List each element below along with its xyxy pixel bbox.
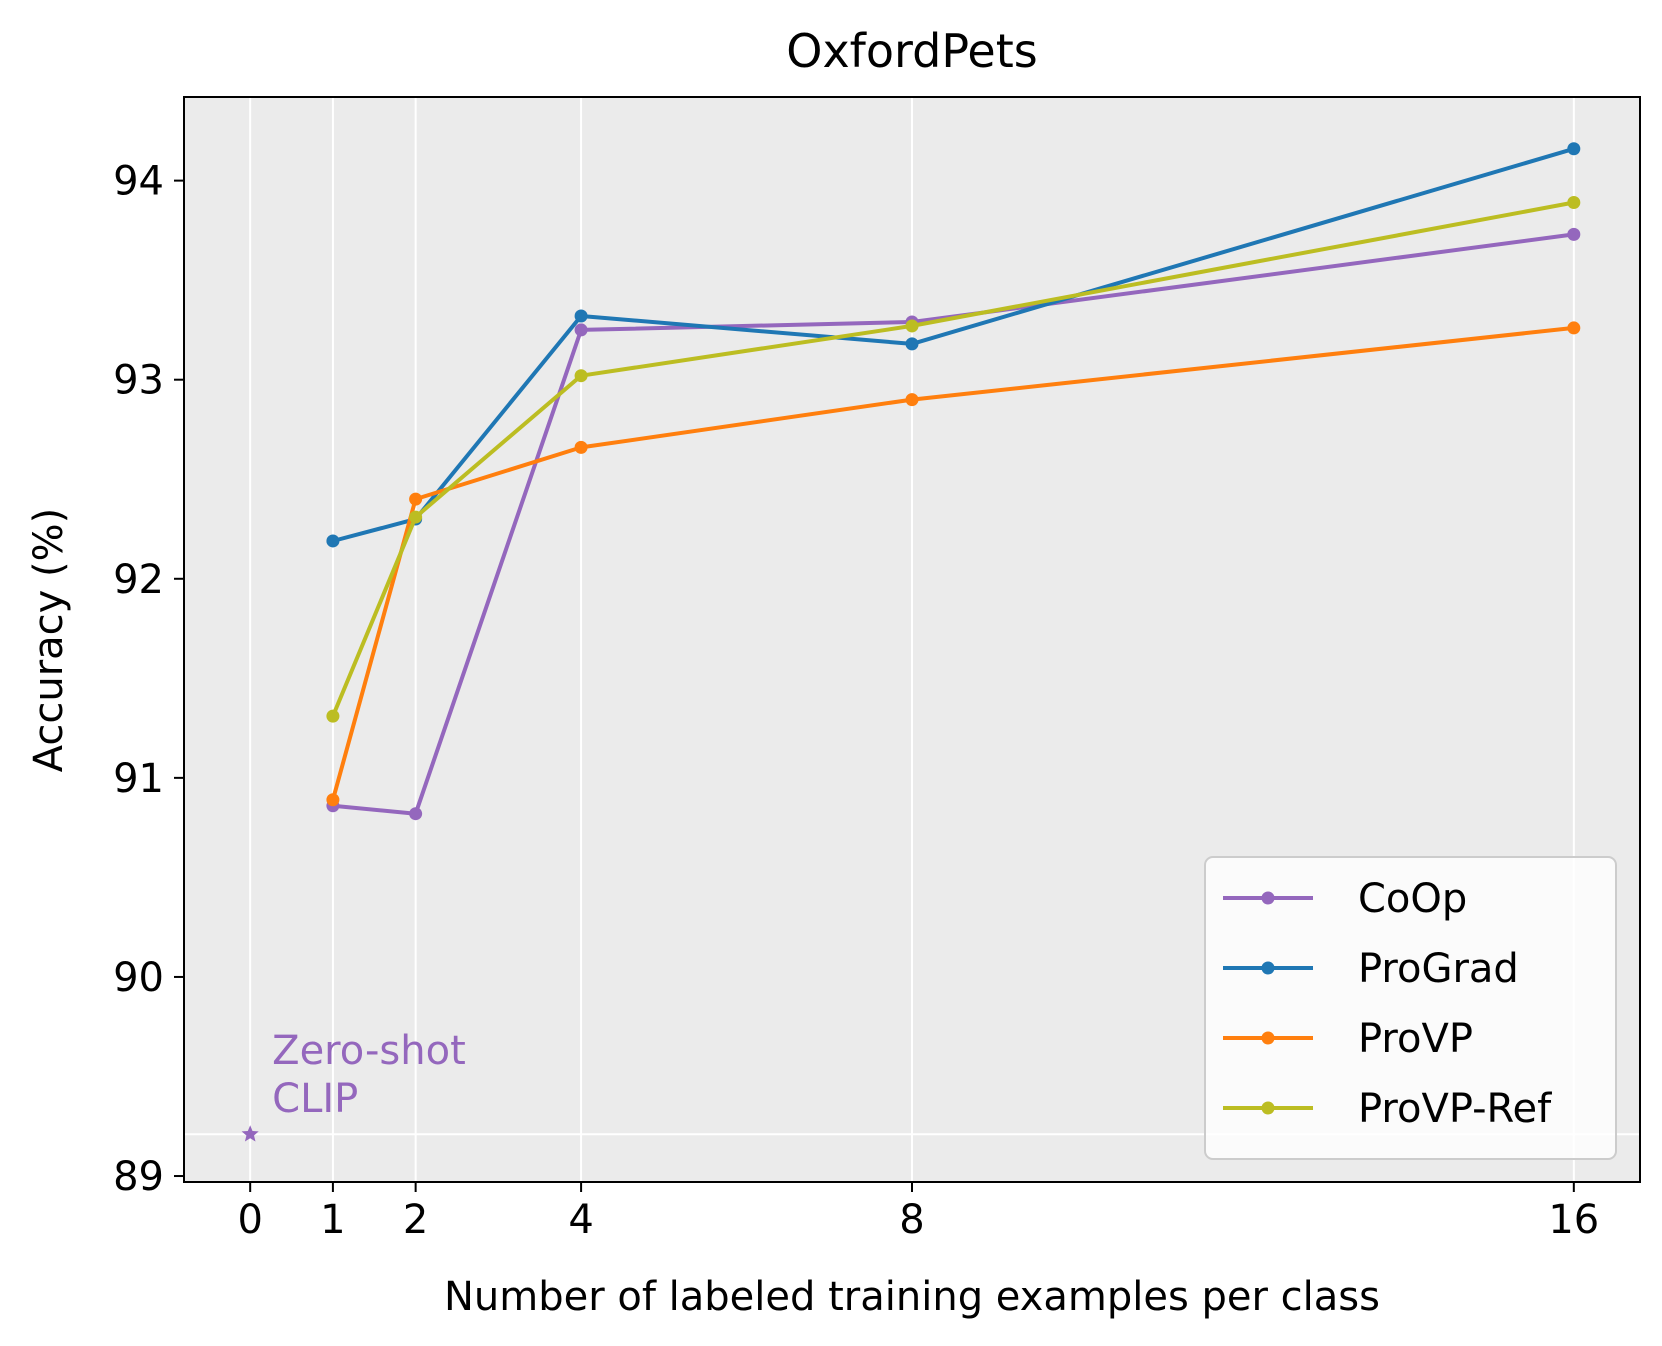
chart-title: OxfordPets [786, 24, 1037, 78]
data-point-prograd [326, 534, 340, 548]
x-tick-label: 4 [568, 1197, 593, 1243]
legend-entry-prograd: ProGrad [1223, 946, 1519, 992]
data-point-provp [574, 440, 588, 454]
legend: CoOp ProGrad ProVP ProVP-Ref [1204, 856, 1617, 1160]
legend-marker-prograd [1261, 961, 1275, 975]
data-point-coop [409, 807, 423, 821]
legend-label-provp-ref: ProVP-Ref [1358, 1086, 1552, 1132]
data-point-provp [409, 492, 423, 506]
data-point-provp [1567, 321, 1581, 335]
zero-shot-label-line1: Zero-shot [272, 1028, 466, 1074]
legend-label-coop: CoOp [1358, 876, 1467, 922]
data-point-coop [1567, 227, 1581, 241]
series-provp [326, 321, 1581, 807]
data-point-coop [574, 323, 588, 337]
data-point-provp-ref [409, 510, 423, 524]
data-point-provp [905, 393, 919, 407]
series-provp-ref [326, 196, 1581, 723]
x-tick-label: 0 [237, 1197, 262, 1243]
data-point-prograd [1567, 142, 1581, 156]
legend-entry-coop: CoOp [1223, 876, 1467, 922]
x-tick-label: 8 [899, 1197, 924, 1243]
legend-box [1204, 856, 1617, 1160]
x-tick-label: 2 [403, 1197, 428, 1243]
x-tick-label: 1 [320, 1197, 345, 1243]
y-tick-label: 93 [113, 358, 164, 404]
data-point-provp-ref [574, 369, 588, 383]
legend-label-provp: ProVP [1358, 1016, 1473, 1062]
ticks: 0 1 2 4 8 16 89 90 91 92 93 94 [113, 159, 1599, 1243]
data-point-provp [326, 793, 340, 807]
data-point-provp-ref [905, 319, 919, 333]
y-tick-label: 91 [113, 756, 164, 802]
legend-entry-provp-ref: ProVP-Ref [1223, 1086, 1552, 1132]
data-point-prograd [905, 337, 919, 351]
legend-marker-provp-ref [1261, 1101, 1275, 1115]
y-tick-label: 90 [113, 955, 164, 1001]
data-point-provp-ref [1567, 196, 1581, 210]
x-axis-label: Number of labeled training examples per … [444, 1274, 1380, 1320]
y-tick-label: 92 [113, 557, 164, 603]
legend-marker-coop [1261, 891, 1275, 905]
data-point-prograd [574, 309, 588, 323]
zero-shot-label-line2: CLIP [272, 1076, 358, 1122]
y-tick-label: 89 [113, 1154, 164, 1200]
y-tick-label: 94 [113, 159, 164, 205]
y-axis-label: Accuracy (%) [26, 508, 72, 773]
x-tick-label: 16 [1548, 1197, 1599, 1243]
data-point-provp-ref [326, 709, 340, 723]
legend-marker-provp [1261, 1031, 1275, 1045]
zero-shot-marker [241, 1125, 259, 1142]
legend-label-prograd: ProGrad [1358, 946, 1519, 992]
series-group [326, 142, 1581, 821]
legend-entry-provp: ProVP [1223, 1016, 1473, 1062]
